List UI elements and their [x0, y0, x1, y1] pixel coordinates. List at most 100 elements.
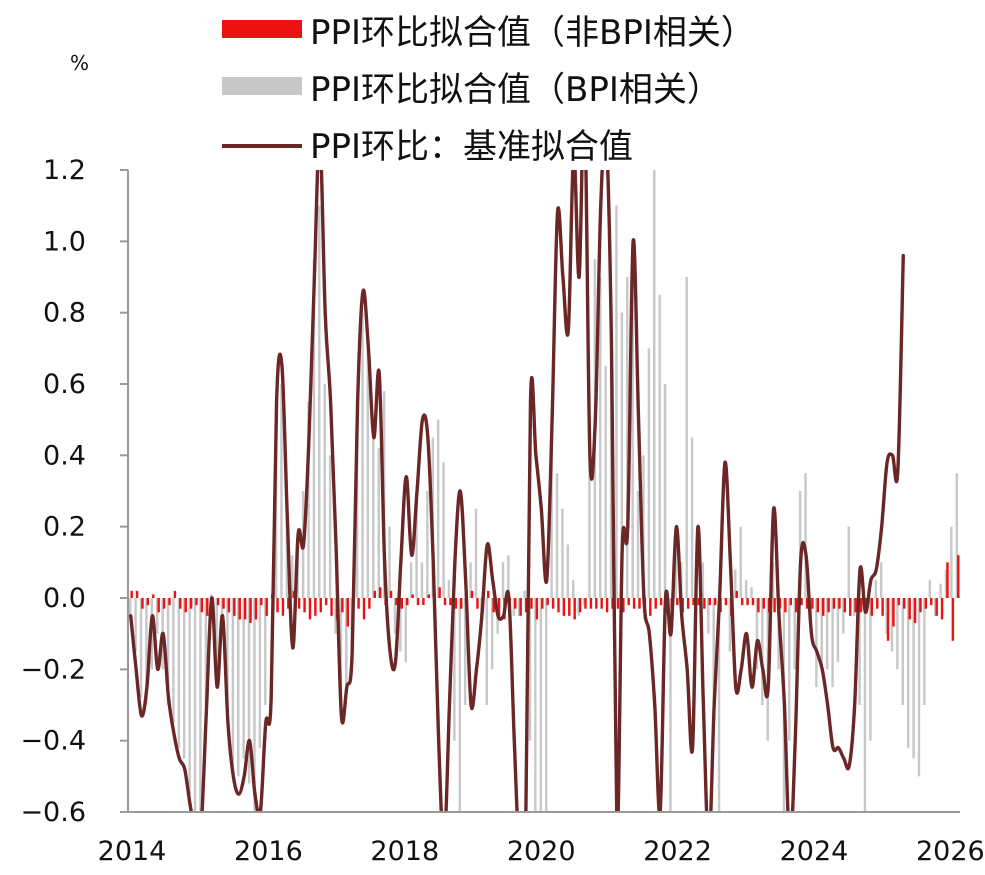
bar-non-bpi — [762, 598, 765, 609]
bar-bpi — [707, 598, 710, 634]
x-tick-label: 2024 — [780, 836, 849, 867]
bar-bpi — [528, 598, 532, 741]
bar-bpi — [852, 598, 856, 616]
bar-bpi — [129, 598, 132, 616]
bar-non-bpi — [703, 598, 706, 609]
bar-bpi — [831, 598, 834, 688]
bar-non-bpi — [930, 598, 933, 606]
bar-bpi — [334, 598, 337, 634]
bar-non-bpi — [924, 598, 928, 609]
bar-bpi — [258, 598, 262, 748]
y-axis-tick-labels: 1.2 1.0 0.8 0.6 0.4 0.2 0.0 −0.2 −0.4 −0.6 — [20, 155, 86, 828]
bar-bpi — [447, 580, 451, 598]
bar-bpi — [539, 598, 543, 812]
y-tick-label: −0.2 — [20, 654, 86, 685]
bar-non-bpi — [357, 598, 360, 609]
bar-non-bpi — [227, 598, 231, 613]
bar-non-bpi — [168, 598, 171, 606]
bar-bpi — [896, 598, 899, 670]
y-tick-label: 1.2 — [43, 155, 86, 186]
legend-swatch-non-bpi — [222, 20, 302, 38]
bar-non-bpi — [638, 598, 641, 609]
bar-bpi — [739, 526, 742, 598]
bar-non-bpi — [827, 598, 830, 613]
bar-non-bpi — [324, 598, 328, 606]
bar-bpi — [199, 598, 202, 812]
bar-non-bpi — [805, 598, 809, 609]
bar-bpi — [177, 598, 181, 748]
bar-bpi — [280, 384, 283, 598]
bar-non-bpi — [876, 598, 879, 609]
bar-bpi — [377, 448, 380, 598]
bar-non-bpi — [605, 598, 609, 613]
bar-bpi — [312, 259, 316, 598]
bar-bpi — [939, 583, 942, 598]
bar-bpi — [523, 590, 526, 598]
bar-bpi — [183, 598, 186, 759]
bar-bpi — [588, 419, 591, 598]
bar-non-bpi — [319, 598, 322, 613]
bar-non-bpi — [686, 598, 690, 609]
y-axis-unit-label: % — [70, 51, 89, 75]
bar-non-bpi — [206, 598, 209, 616]
bar-non-bpi — [811, 598, 814, 609]
bar-bpi — [653, 170, 656, 598]
bar-bpi — [836, 598, 840, 663]
bar-non-bpi — [368, 598, 371, 609]
bar-bpi — [863, 598, 867, 812]
bar-bpi — [701, 562, 705, 598]
bar-non-bpi — [789, 598, 793, 606]
bar-bpi — [156, 598, 159, 634]
legend-label-baseline: PPI环比：基准拟合值 — [310, 127, 633, 167]
bar-non-bpi — [838, 598, 841, 609]
bar-non-bpi — [849, 598, 852, 616]
bar-non-bpi — [692, 598, 695, 606]
bar-bpi — [166, 598, 170, 705]
bar-bpi — [361, 312, 364, 598]
bar-bpi — [690, 437, 694, 598]
bar-non-bpi — [238, 598, 241, 620]
bar-bpi — [210, 594, 213, 598]
bar-bpi — [798, 491, 802, 598]
bar-bpi — [734, 569, 737, 598]
bar-non-bpi — [373, 590, 377, 598]
x-tick-label: 2018 — [370, 836, 439, 867]
bar-bpi — [566, 544, 570, 598]
bar-non-bpi — [524, 598, 528, 613]
bar-bpi — [744, 580, 748, 598]
bar-non-bpi — [308, 598, 312, 620]
bar-non-bpi — [281, 598, 285, 616]
bar-non-bpi — [946, 562, 949, 598]
bar-non-bpi — [821, 598, 825, 616]
bar-bpi — [728, 598, 732, 652]
bar-bpi — [215, 598, 218, 677]
bar-non-bpi — [184, 598, 187, 613]
bar-non-bpi — [443, 598, 447, 606]
bar-non-bpi — [676, 598, 679, 606]
bar-non-bpi — [589, 598, 593, 609]
bar-bpi — [145, 598, 148, 705]
bar-bpi — [442, 462, 445, 598]
bar-bpi — [188, 598, 191, 795]
bar-non-bpi — [708, 598, 711, 606]
bar-bpi — [685, 277, 688, 598]
bar-non-bpi — [146, 598, 150, 606]
bar-non-bpi — [541, 598, 544, 609]
bar-non-bpi — [622, 598, 625, 613]
bar-bpi — [955, 473, 959, 598]
bar-non-bpi — [886, 598, 890, 641]
bar-non-bpi — [222, 598, 225, 609]
bar-bpi — [874, 580, 877, 598]
bar-bpi — [577, 598, 580, 616]
bar-non-bpi — [157, 598, 160, 613]
bar-non-bpi — [276, 598, 279, 613]
bar-bpi — [501, 562, 505, 598]
bar-non-bpi — [492, 598, 495, 613]
bar-bpi — [517, 598, 521, 616]
bar-bpi — [469, 562, 472, 598]
bar-non-bpi — [935, 598, 938, 616]
bar-bpi — [453, 598, 456, 741]
bar-non-bpi — [573, 598, 576, 620]
bar-non-bpi — [314, 598, 317, 616]
bar-bpi — [550, 419, 553, 598]
